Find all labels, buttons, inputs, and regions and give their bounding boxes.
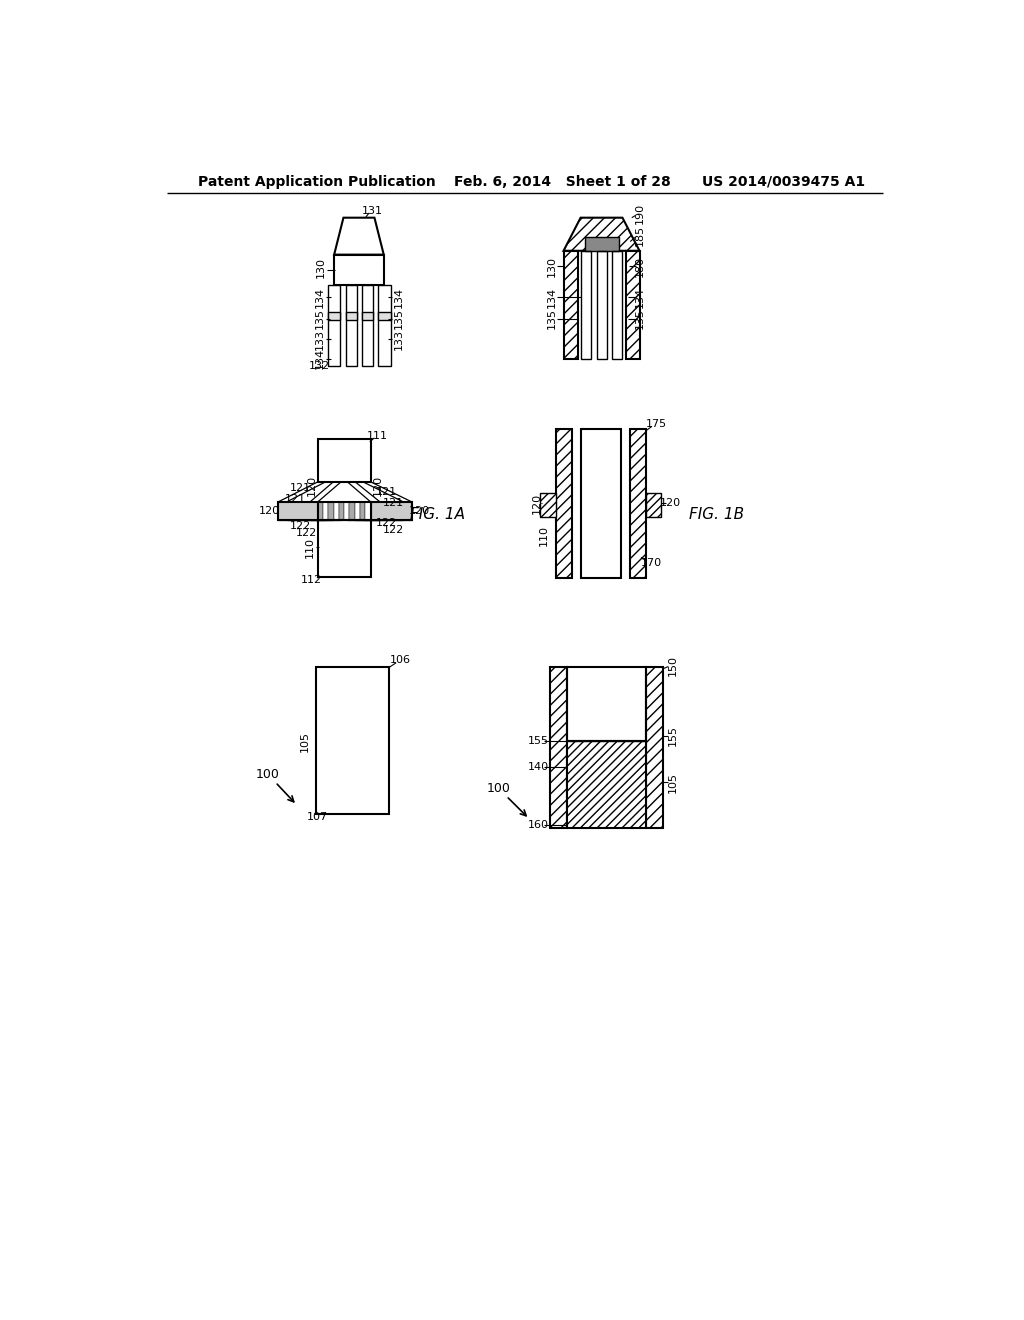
Bar bbox=[362, 313, 373, 321]
Text: 120: 120 bbox=[259, 506, 281, 516]
Bar bbox=[566, 668, 646, 741]
Text: 112: 112 bbox=[301, 574, 323, 585]
Text: 110: 110 bbox=[540, 525, 549, 546]
Text: 155: 155 bbox=[528, 737, 549, 746]
Bar bbox=[328, 313, 340, 321]
Bar bbox=[315, 668, 389, 814]
Bar bbox=[378, 285, 391, 367]
Text: 121: 121 bbox=[383, 499, 403, 508]
Bar bbox=[646, 668, 663, 829]
Bar bbox=[324, 502, 329, 520]
Text: 110: 110 bbox=[305, 537, 315, 558]
Text: 106: 106 bbox=[390, 656, 412, 665]
Text: 133: 133 bbox=[314, 329, 325, 350]
Bar bbox=[582, 429, 621, 578]
Text: 134: 134 bbox=[314, 348, 325, 370]
Bar bbox=[582, 251, 592, 359]
Bar bbox=[329, 502, 334, 520]
Bar bbox=[646, 492, 662, 517]
Bar bbox=[362, 285, 373, 367]
Text: US 2014/0039475 A1: US 2014/0039475 A1 bbox=[701, 174, 864, 189]
Bar bbox=[360, 502, 366, 520]
Bar bbox=[346, 313, 356, 321]
Bar bbox=[339, 502, 344, 520]
Text: 135: 135 bbox=[393, 308, 403, 329]
Bar bbox=[279, 502, 317, 520]
Bar bbox=[317, 520, 371, 577]
Bar bbox=[317, 502, 324, 520]
Text: 121: 121 bbox=[290, 483, 311, 492]
Text: 120: 120 bbox=[306, 475, 316, 496]
Bar bbox=[317, 502, 371, 520]
Text: 107: 107 bbox=[306, 812, 328, 822]
Text: 100: 100 bbox=[486, 781, 510, 795]
Text: 180: 180 bbox=[635, 256, 644, 277]
Text: FIG. 1A: FIG. 1A bbox=[411, 507, 466, 521]
Bar bbox=[378, 313, 391, 321]
Bar bbox=[349, 502, 354, 520]
Bar bbox=[556, 429, 572, 578]
Bar bbox=[612, 251, 623, 359]
Text: 130: 130 bbox=[547, 256, 557, 277]
Text: 150: 150 bbox=[668, 655, 678, 676]
Bar bbox=[630, 429, 646, 578]
Bar bbox=[354, 502, 360, 520]
Bar bbox=[626, 251, 640, 359]
Text: 100: 100 bbox=[256, 768, 280, 781]
Text: 120: 120 bbox=[659, 499, 681, 508]
Text: 120: 120 bbox=[409, 506, 430, 516]
Text: 135: 135 bbox=[547, 308, 557, 329]
Bar bbox=[563, 251, 579, 359]
Bar bbox=[328, 285, 340, 367]
Text: 185: 185 bbox=[635, 224, 644, 246]
Text: Feb. 6, 2014   Sheet 1 of 28: Feb. 6, 2014 Sheet 1 of 28 bbox=[454, 174, 671, 189]
Bar bbox=[366, 502, 371, 520]
Text: 133: 133 bbox=[393, 329, 403, 350]
Text: 134: 134 bbox=[314, 286, 325, 308]
Text: 135: 135 bbox=[635, 308, 644, 329]
Bar bbox=[550, 668, 566, 829]
Bar bbox=[541, 492, 556, 517]
Text: 122: 122 bbox=[290, 520, 310, 531]
Bar bbox=[344, 502, 349, 520]
Bar bbox=[317, 440, 371, 482]
Text: 134: 134 bbox=[547, 286, 557, 308]
Text: 121: 121 bbox=[285, 494, 306, 504]
Text: 121: 121 bbox=[376, 487, 397, 496]
Text: 120: 120 bbox=[374, 475, 383, 496]
Text: 134: 134 bbox=[635, 286, 644, 308]
Text: Patent Application Publication: Patent Application Publication bbox=[198, 174, 435, 189]
Text: 175: 175 bbox=[646, 418, 667, 429]
Text: FIG. 1B: FIG. 1B bbox=[689, 507, 744, 521]
Text: 135: 135 bbox=[314, 308, 325, 329]
Bar bbox=[566, 741, 646, 829]
Text: 160: 160 bbox=[528, 820, 549, 830]
Text: 122: 122 bbox=[382, 524, 403, 535]
Text: 140: 140 bbox=[528, 762, 549, 772]
Text: 130: 130 bbox=[316, 257, 326, 279]
Text: 155: 155 bbox=[668, 726, 678, 746]
Polygon shape bbox=[563, 218, 640, 251]
Text: 105: 105 bbox=[668, 772, 678, 792]
Text: 105: 105 bbox=[300, 731, 309, 752]
Text: 170: 170 bbox=[641, 557, 662, 568]
Text: 134: 134 bbox=[393, 286, 403, 308]
Text: 132: 132 bbox=[309, 362, 330, 371]
Bar bbox=[334, 502, 339, 520]
Bar bbox=[371, 502, 412, 520]
Bar bbox=[346, 285, 356, 367]
Bar bbox=[334, 255, 384, 285]
Text: 122: 122 bbox=[376, 517, 397, 528]
Bar bbox=[597, 251, 607, 359]
Text: 131: 131 bbox=[361, 206, 383, 215]
Text: 120: 120 bbox=[531, 492, 542, 513]
Text: 122: 122 bbox=[296, 528, 316, 539]
Text: 190: 190 bbox=[635, 203, 644, 224]
Bar bbox=[586, 238, 620, 251]
Text: 111: 111 bbox=[367, 430, 388, 441]
